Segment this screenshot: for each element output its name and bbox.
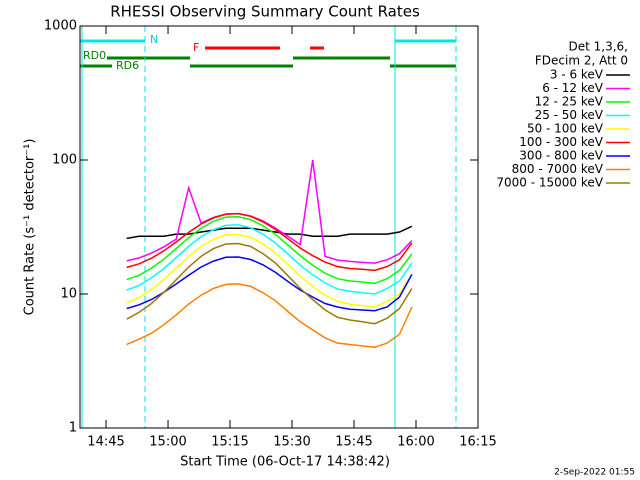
annotation: F (193, 41, 199, 54)
legend-label: 50 - 100 keV (527, 122, 604, 136)
annotation: RD6 (116, 59, 139, 72)
legend-label: 7000 - 15000 keV (496, 176, 603, 190)
y-tick-label: 1 (69, 421, 77, 436)
status-bars: N F RD0 RD6 (80, 26, 457, 428)
x-tick-label: 16:15 (459, 435, 496, 450)
series-line (126, 283, 413, 349)
legend-label: 6 - 12 keV (542, 81, 604, 95)
x-tick-label: 14:45 (87, 435, 124, 450)
legend-label: 12 - 25 keV (535, 95, 604, 109)
annotation: N (150, 33, 158, 46)
legend-label: 300 - 800 keV (519, 149, 603, 163)
y-tick-label: 1000 (44, 19, 77, 34)
series-line (126, 224, 413, 295)
plot-area (126, 159, 413, 349)
legend-label: 3 - 6 keV (550, 68, 604, 82)
axis-frame (79, 25, 479, 429)
x-tick-label: 16:00 (397, 435, 434, 450)
y-axis-label: Count Rate (s⁻¹ detector⁻¹) (23, 139, 38, 316)
y-tick-label: 100 (52, 153, 77, 168)
series-line (126, 159, 413, 264)
series-line (126, 256, 413, 312)
annotation: RD0 (83, 49, 106, 62)
series-line (126, 212, 413, 272)
legend-label: 800 - 7000 keV (512, 162, 604, 176)
x-tick-label: 15:00 (149, 435, 186, 450)
y-tick-label: 10 (60, 287, 77, 302)
series-line (126, 233, 413, 308)
series-line (126, 216, 413, 285)
legend-label: 25 - 50 keV (535, 108, 604, 122)
series-line (126, 225, 413, 240)
legend-label: 100 - 300 keV (519, 135, 603, 149)
legend-title: Det 1,3,6, (569, 40, 629, 54)
legend-title: FDecim 2, Att 0 (535, 54, 628, 68)
x-tick-label: 15:45 (335, 435, 372, 450)
footer: 2-Sep-2022 01:55 (554, 468, 635, 478)
x-axis-label: Start Time (06-Oct-17 14:38:42) (180, 455, 390, 470)
chart-title: RHESSI Observing Summary Count Rates (110, 3, 420, 21)
series-line (126, 242, 413, 325)
x-tick-label: 15:15 (211, 435, 248, 450)
x-tick-label: 15:30 (273, 435, 310, 450)
